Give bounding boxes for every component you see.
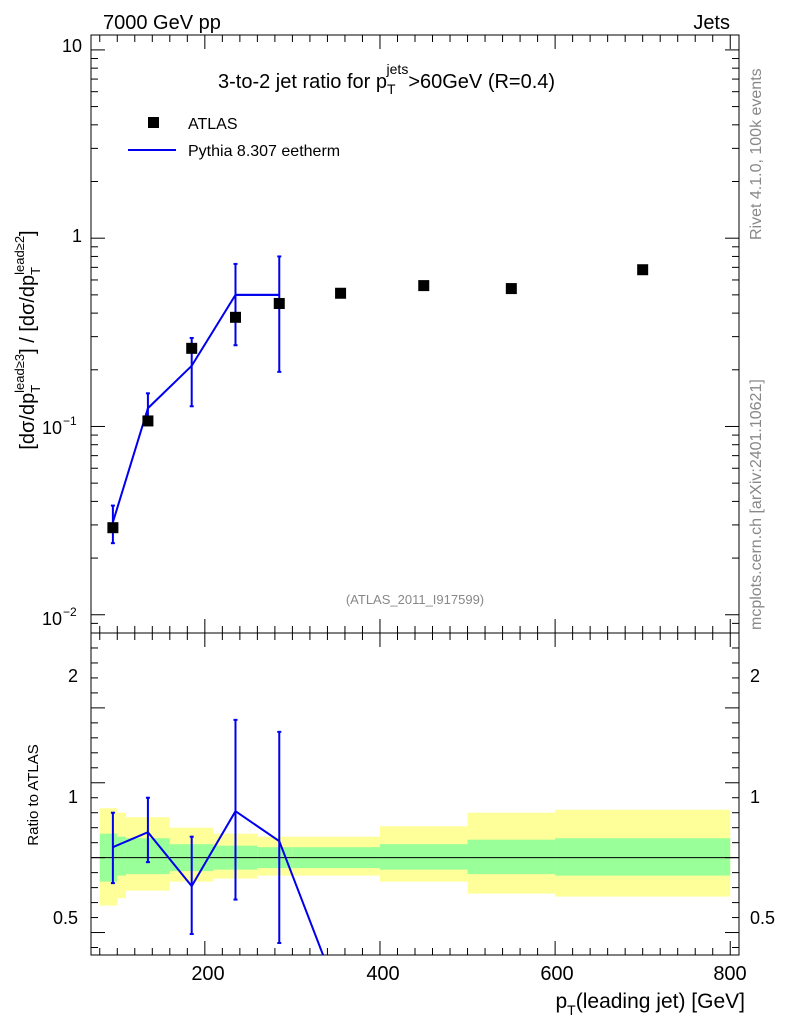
xtick-label-400: 400 (366, 963, 399, 985)
xtick-label-800: 800 (713, 963, 746, 985)
header-left: 7000 GeV pp (103, 12, 221, 34)
ratio-ytick-label-2-right: 2 (750, 666, 760, 686)
xtick-label-200: 200 (191, 963, 224, 985)
x-axis-label: pT(leading jet) [GeV] (555, 990, 745, 1018)
band-inner-bin (467, 839, 556, 875)
ytick-label-0.1: 10 (42, 418, 62, 438)
atlas-data-point (229, 311, 241, 323)
atlas-data-point (107, 522, 119, 534)
main-y-axis-label: [dσ/dpTlead≥3] / [dσ/dpTlead≥2] (12, 230, 43, 449)
legend-data-label: ATLAS (188, 116, 238, 133)
main-x-ticks (99, 35, 731, 633)
main-y-ticks (91, 49, 739, 634)
ratio-plot: 2 1 0.5 2 1 0.5 Ratio to ATLAS (25, 632, 775, 956)
ratio-ytick-label-2-left: 2 (68, 666, 78, 686)
atlas-data-point (637, 264, 649, 276)
atlas-data-point (142, 415, 154, 427)
ytick-label-0.01: 10 (42, 609, 62, 629)
ytick-label-0.01-exp: −2 (63, 605, 77, 619)
mcplots-label: mcplots.cern.ch [arXiv:2401.10621] (748, 379, 765, 630)
xtick-label-600: 600 (540, 963, 573, 985)
ratio-mc-line (112, 809, 324, 956)
ratio-x-ticks (99, 633, 731, 955)
ytick-label-0.1-exp: −1 (63, 414, 77, 428)
ratio-marks (110, 718, 324, 956)
ytick-label-1: 1 (72, 226, 82, 246)
main-marks (107, 255, 649, 545)
ratio-y-ticks (91, 647, 739, 949)
ratio-ytick-label-0.5-left: 0.5 (53, 908, 78, 928)
ratio-ytick-label-1-right: 1 (750, 787, 760, 807)
atlas-data-point (186, 342, 198, 354)
ratio-y-axis-label: Ratio to ATLAS (25, 744, 42, 845)
band-inner-bin (555, 838, 731, 876)
mc-series-line (111, 293, 280, 523)
ratio-ytick-label-1-left: 1 (68, 787, 78, 807)
ratio-frame (90, 632, 740, 956)
atlas-data-point (273, 297, 285, 309)
atlas-data-point (505, 283, 517, 295)
main-plot: 10 1 10 −1 10 −2 [dσ/dpTlead≥3] / [dσ/dp… (12, 34, 740, 634)
header-right: Jets (693, 12, 730, 34)
atlas-data-point (335, 287, 347, 299)
legend-data-marker (148, 117, 159, 128)
rivet-label: Rivet 4.1.0, 100k events (748, 68, 765, 240)
ratio-ytick-label-0.5-right: 0.5 (750, 908, 775, 928)
band-inner-bin (117, 836, 127, 876)
legend-mc-label: Pythia 8.307 eetherm (188, 143, 340, 160)
analysis-watermark: (ATLAS_2011_I917599) (346, 592, 484, 607)
ytick-label-10: 10 (62, 36, 82, 56)
ratio-bands (91, 808, 739, 906)
x-tick-labels: 200 400 600 800 (191, 963, 746, 985)
main-title: 3-to-2 jet ratio for pTjets>60GeV (R=0.4… (218, 61, 555, 97)
atlas-data-point (418, 280, 430, 292)
svg-text:[dσ/dpTlead≥3] / [dσ/dpTlead≥2: [dσ/dpTlead≥3] / [dσ/dpTlead≥2] (12, 230, 43, 449)
band-inner-bin (379, 844, 468, 870)
